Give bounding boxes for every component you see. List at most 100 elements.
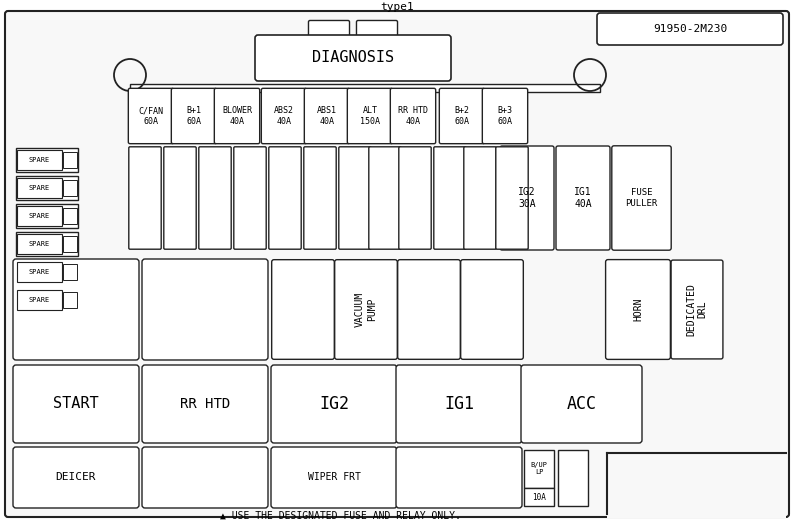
Text: 15A: 15A	[174, 227, 187, 233]
Text: IG2
30A: IG2 30A	[518, 187, 536, 209]
Text: RR HTD: RR HTD	[180, 397, 230, 411]
FancyBboxPatch shape	[214, 88, 260, 144]
Bar	[63, 208, 77, 224]
FancyBboxPatch shape	[304, 147, 336, 249]
FancyBboxPatch shape	[271, 447, 397, 508]
Text: 10A: 10A	[67, 183, 72, 193]
FancyBboxPatch shape	[500, 146, 554, 250]
Text: 91950-2M230: 91950-2M230	[653, 24, 727, 34]
Text: DEDICATED
DRL: DEDICATED DRL	[473, 174, 487, 212]
Text: IG2: IG2	[319, 395, 349, 413]
Text: 10A: 10A	[349, 227, 361, 233]
Bar	[17, 206, 62, 226]
Text: IG1
40A: IG1 40A	[574, 187, 592, 209]
FancyBboxPatch shape	[142, 447, 268, 508]
FancyBboxPatch shape	[597, 13, 783, 45]
FancyBboxPatch shape	[347, 88, 393, 144]
Text: 10A: 10A	[379, 227, 391, 233]
FancyBboxPatch shape	[13, 259, 139, 360]
Bar	[17, 234, 62, 254]
Text: B+3
60A: B+3 60A	[498, 106, 512, 126]
Text: SPARE: SPARE	[29, 157, 50, 163]
FancyBboxPatch shape	[233, 147, 266, 249]
Text: DIAGNOSIS: DIAGNOSIS	[312, 50, 394, 66]
FancyBboxPatch shape	[172, 88, 217, 144]
Text: DR
LOCK: DR LOCK	[349, 185, 361, 202]
FancyBboxPatch shape	[255, 35, 451, 81]
Text: 20A: 20A	[139, 227, 152, 233]
FancyBboxPatch shape	[335, 260, 397, 359]
Bar	[16, 288, 78, 312]
FancyBboxPatch shape	[339, 147, 372, 249]
FancyBboxPatch shape	[142, 365, 268, 443]
Text: FUSE
PULLER: FUSE PULLER	[626, 188, 657, 208]
Text: SPARE: SPARE	[29, 297, 50, 303]
Text: C/FAN
60A: C/FAN 60A	[138, 106, 164, 126]
FancyBboxPatch shape	[129, 88, 174, 144]
Bar	[16, 232, 78, 256]
Bar	[17, 150, 62, 170]
Text: IG1: IG1	[444, 395, 474, 413]
Bar	[130, 84, 600, 92]
FancyBboxPatch shape	[164, 147, 196, 249]
Bar	[558, 450, 588, 506]
Text: ABS2
40A: ABS2 40A	[274, 106, 294, 126]
Text: DEDICATED
DRL: DEDICATED DRL	[507, 176, 518, 210]
Text: type1: type1	[380, 2, 414, 12]
FancyBboxPatch shape	[13, 365, 139, 443]
Bar	[16, 176, 78, 200]
Text: WIPER FRT: WIPER FRT	[307, 472, 360, 482]
Text: B+2
60A: B+2 60A	[454, 106, 469, 126]
Text: B+1
60A: B+1 60A	[187, 106, 202, 126]
Text: B/UP
LP: B/UP LP	[530, 462, 548, 476]
Text: 7.5A: 7.5A	[67, 153, 72, 167]
FancyBboxPatch shape	[461, 260, 523, 359]
Text: DEDICATED
DRL: DEDICATED DRL	[686, 283, 707, 336]
Text: DEICER: DEICER	[56, 472, 96, 482]
Text: VACUUM
PUMP: VACUUM PUMP	[244, 180, 256, 206]
FancyBboxPatch shape	[13, 447, 139, 508]
FancyBboxPatch shape	[464, 147, 496, 249]
Text: ACC: ACC	[566, 395, 596, 413]
Bar	[17, 178, 62, 198]
FancyBboxPatch shape	[556, 146, 610, 250]
Text: HORN: HORN	[633, 298, 643, 321]
FancyBboxPatch shape	[5, 11, 789, 517]
FancyBboxPatch shape	[612, 146, 671, 250]
Text: BRAKE
SW: BRAKE SW	[379, 183, 391, 204]
Text: 10A: 10A	[474, 227, 487, 233]
Bar	[63, 152, 77, 168]
FancyBboxPatch shape	[399, 147, 431, 249]
Text: RR HTD
40A: RR HTD 40A	[398, 106, 428, 126]
Bar	[16, 204, 78, 228]
FancyBboxPatch shape	[391, 88, 436, 144]
Bar	[17, 290, 62, 310]
Text: ALT
150A: ALT 150A	[360, 106, 380, 126]
Text: 30A: 30A	[67, 295, 72, 305]
Text: VACUUM
PUMP: VACUUM PUMP	[355, 292, 377, 327]
Text: 20A: 20A	[67, 239, 72, 249]
FancyBboxPatch shape	[304, 88, 349, 144]
Bar	[63, 292, 77, 308]
Text: 15A: 15A	[244, 227, 256, 233]
FancyBboxPatch shape	[357, 21, 398, 41]
Bar	[63, 264, 77, 280]
FancyBboxPatch shape	[495, 147, 528, 249]
FancyBboxPatch shape	[434, 147, 466, 249]
FancyBboxPatch shape	[521, 365, 642, 443]
Text: BLOWER
40A: BLOWER 40A	[222, 106, 252, 126]
Text: ABS1
40A: ABS1 40A	[317, 106, 337, 126]
FancyBboxPatch shape	[272, 260, 334, 359]
Bar	[607, 453, 786, 518]
FancyBboxPatch shape	[269, 147, 301, 249]
Text: 15A: 15A	[444, 227, 457, 233]
Bar	[16, 260, 78, 284]
Bar	[17, 262, 62, 282]
Bar	[63, 236, 77, 252]
Bar	[63, 180, 77, 196]
FancyBboxPatch shape	[129, 147, 161, 249]
Text: 10A: 10A	[506, 227, 518, 233]
FancyBboxPatch shape	[398, 260, 461, 359]
Bar	[524, 488, 554, 506]
FancyBboxPatch shape	[606, 260, 670, 359]
